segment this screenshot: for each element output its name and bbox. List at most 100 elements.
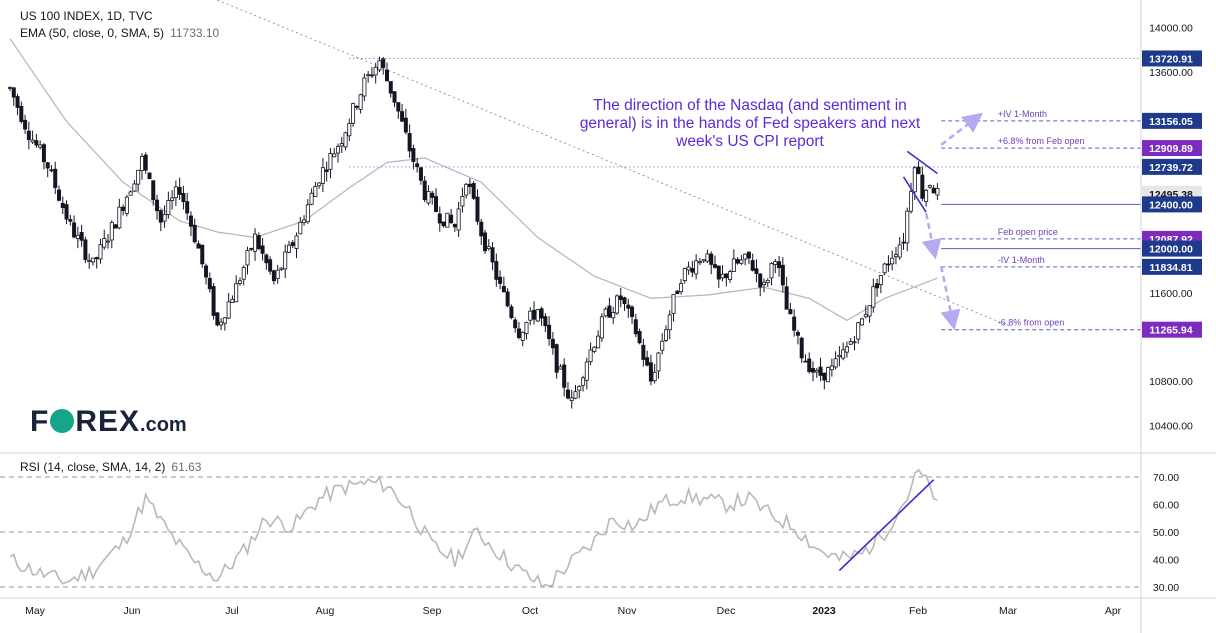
candle [829,358,834,377]
candle-body [83,239,88,261]
candle [124,194,129,217]
candle [290,240,295,248]
candle [106,234,111,249]
candle-body [90,257,95,263]
candle [162,205,167,228]
candle-body [720,273,725,279]
candle-body [622,297,627,305]
candle [656,352,661,379]
candle-body [837,354,842,358]
candle-body [773,261,778,265]
candle [328,147,333,179]
candle [396,102,401,119]
candle [237,277,242,286]
candle-body [268,259,273,272]
candle [697,258,702,266]
candle-body [245,250,250,266]
candle-body [230,298,235,303]
candle-body [897,244,902,258]
candle [369,67,374,79]
candle [445,212,450,228]
candle-body [893,254,898,258]
candle-body [863,314,868,318]
candle [592,346,597,354]
candle [777,256,782,277]
candle [253,228,258,261]
candle [626,298,631,318]
candle [79,225,84,247]
candle [867,305,872,323]
level-note-6: Feb open price [998,227,1058,237]
candle-body [912,167,917,193]
candle [170,190,175,210]
candle [807,352,812,374]
candle [479,219,484,246]
candle [735,256,740,265]
candle-body [573,391,578,399]
candle [94,256,99,269]
candle-body [388,81,393,94]
candle-body [490,247,495,263]
candle-body [41,144,46,163]
candle [569,389,574,409]
candle [245,246,250,275]
candle-body [241,267,246,280]
candle-body [222,317,227,324]
candle-body [464,183,469,196]
candle-body [935,188,940,196]
candle-body [264,254,269,264]
candle [675,290,680,295]
candle-body [611,312,616,319]
candle [633,313,638,338]
candle-body [23,119,28,130]
candle [309,188,314,206]
candle-body [456,208,461,231]
candle [490,242,495,271]
candle [863,305,868,319]
candle-body [852,341,857,344]
candle-body [328,153,333,170]
candle-body [716,265,721,280]
candle [607,297,612,318]
candle [901,232,906,250]
candle [690,260,695,278]
candle-body [426,191,431,204]
candle [573,384,578,400]
candle-body [392,91,397,103]
candle-body [460,195,465,207]
candle-body [60,202,65,209]
candle [833,351,838,370]
arrow-down-target [939,266,961,331]
candle-body [256,235,261,250]
candle-body [516,328,521,338]
price-label-bg-1 [1142,112,1202,129]
candle-body [396,102,401,112]
candle-body [452,223,457,228]
candle-body [848,341,853,345]
candle-body [15,96,20,108]
candle-body [765,279,770,283]
candle [268,256,273,275]
candle [799,336,804,363]
candle [102,229,107,250]
candle [588,342,593,366]
candle-body [332,153,337,158]
candle-body [369,74,374,77]
candle [509,304,514,320]
candle-body [136,169,141,185]
candle [724,273,729,287]
candle [430,190,435,205]
candle-body [513,319,518,329]
arrow-up-target [940,112,984,146]
candle-body [562,364,567,388]
candle [584,357,589,390]
price-label-0: 13720.91 [1149,53,1193,65]
candle-body [614,295,619,314]
candle [539,306,544,326]
time-label-10: Mar [999,605,1018,617]
candle [173,180,178,206]
candle [630,305,635,325]
rsi-tick-2: 50.00 [1153,527,1179,539]
candle-body [286,244,291,253]
